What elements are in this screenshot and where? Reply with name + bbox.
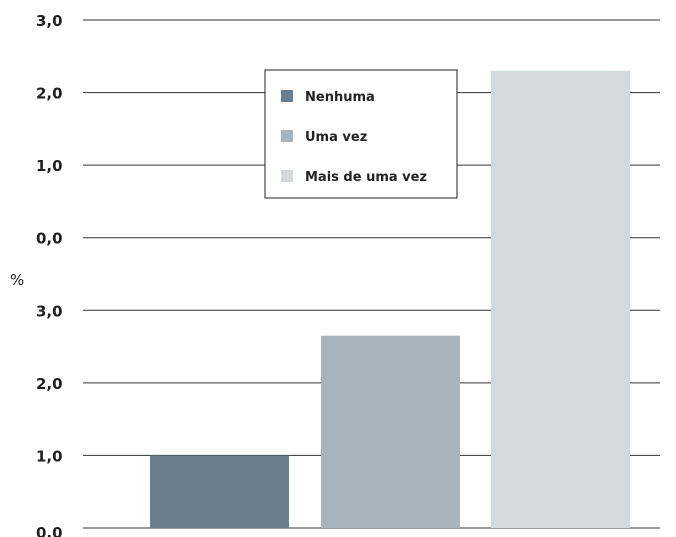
y-tick-label: 3,0 [36,302,63,320]
y-tick-label: 1,0 [36,157,63,175]
legend-swatch [281,130,293,142]
y-tick-label: 0,0 [36,524,63,537]
bar [491,70,630,529]
y-axis-title: % [10,271,24,289]
legend-label: Nenhuma [305,90,375,105]
legend-swatch [281,170,293,182]
y-tick-label: 1,0 [36,447,63,465]
y-tick-label: 0,0 [36,230,63,248]
y-tick-label: 2,0 [36,85,63,103]
legend-label: Mais de uma vez [305,170,427,185]
legend: Nenhuma Uma vez Mais de uma vez [264,69,458,199]
legend-swatch [281,90,293,102]
legend-box [264,69,458,199]
legend-items: Nenhuma Uma vez Mais de uma vez [281,90,427,185]
legend-label: Uma vez [305,130,367,145]
bar [150,455,289,528]
y-tick-label: 2,0 [36,375,63,393]
bar [321,335,460,528]
y-tick-label: 3,0 [36,12,63,30]
bars [150,70,630,529]
y-axis-ticks: 0,0 1,0 2,0 3,0 0,0 1,0 2,0 3,0 [36,12,63,537]
